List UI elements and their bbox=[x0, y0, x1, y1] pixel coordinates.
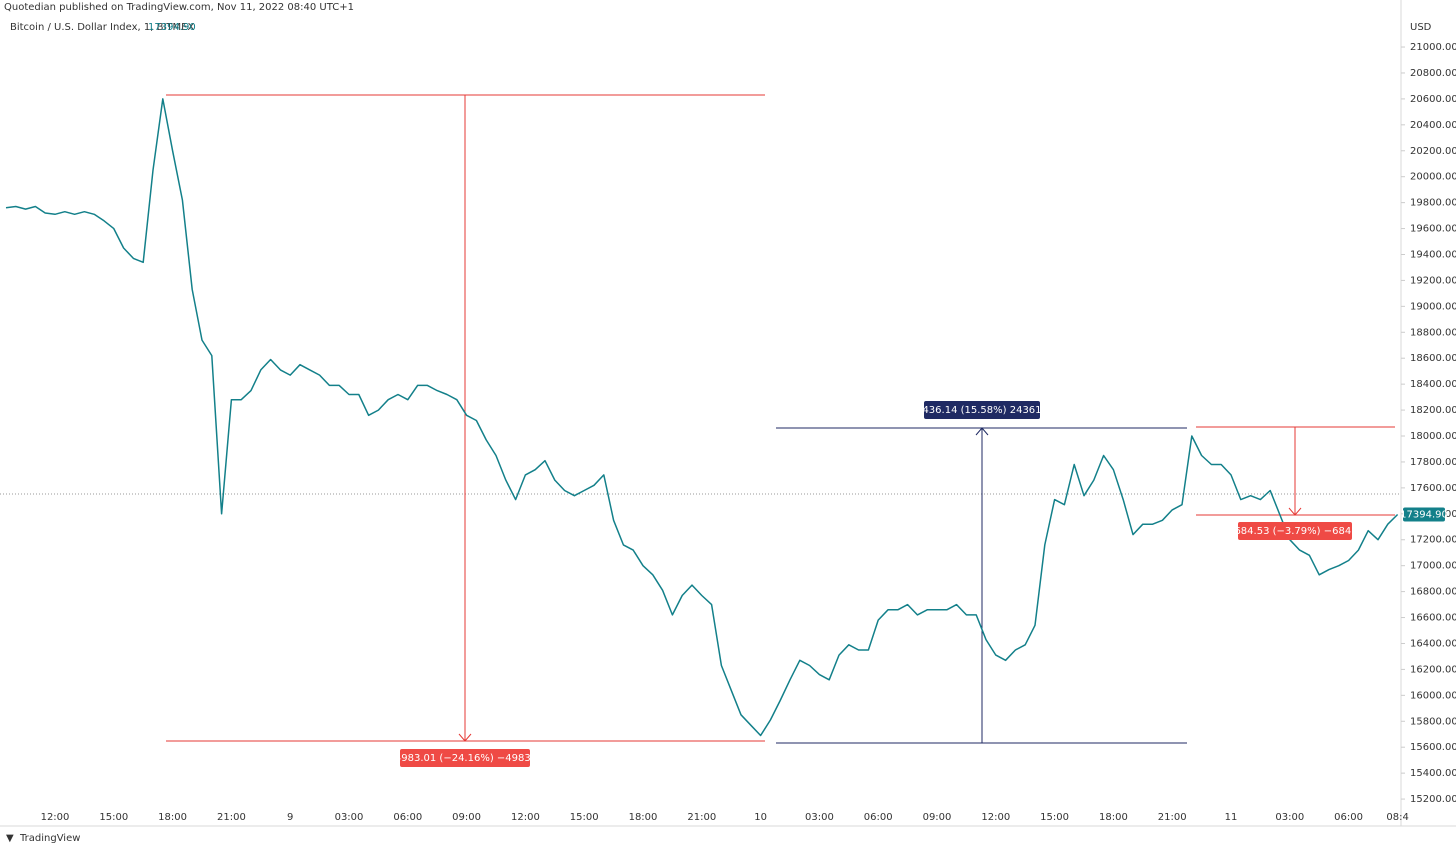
y-tick-label: 19600.00 bbox=[1410, 224, 1456, 235]
x-tick-label: 18:00 bbox=[629, 812, 658, 823]
y-tick-label: 18000.00 bbox=[1410, 431, 1456, 442]
measure-label: 2436.14 (15.58%) 243614 bbox=[916, 405, 1048, 416]
x-tick-label: 15:00 bbox=[99, 812, 128, 823]
y-tick-label: 18400.00 bbox=[1410, 379, 1456, 390]
brand-logo: ▼ bbox=[6, 833, 14, 844]
y-tick-label: 20800.00 bbox=[1410, 68, 1456, 79]
measure-label: −684.53 (−3.79%) −68453 bbox=[1226, 526, 1364, 537]
x-tick-label: 06:00 bbox=[393, 812, 422, 823]
x-tick-label: 12:00 bbox=[511, 812, 540, 823]
x-tick-label: 10 bbox=[754, 812, 767, 823]
x-tick-label: 15:00 bbox=[1040, 812, 1069, 823]
x-tick-label: 08:4 bbox=[1386, 812, 1408, 823]
x-tick-label: 03:00 bbox=[335, 812, 364, 823]
y-tick-label: 16200.00 bbox=[1410, 664, 1456, 675]
y-tick-label: 21000.00 bbox=[1410, 42, 1456, 53]
y-tick-label: 15600.00 bbox=[1410, 742, 1456, 753]
measure-rise: 2436.14 (15.58%) 243614 bbox=[776, 401, 1187, 744]
publisher-note: Quotedian published on TradingView.com, … bbox=[4, 2, 354, 13]
y-tick-label: 17000.00 bbox=[1410, 561, 1456, 572]
y-tick-label: 16400.00 bbox=[1410, 638, 1456, 649]
measure-small-drop bbox=[1196, 426, 1395, 516]
price-line bbox=[5, 98, 1399, 737]
y-tick-label: 19400.00 bbox=[1410, 249, 1456, 260]
y-tick-label: 15400.00 bbox=[1410, 768, 1456, 779]
y-tick-label: 19800.00 bbox=[1410, 198, 1456, 209]
x-tick-label: 06:00 bbox=[1334, 812, 1363, 823]
y-tick-label: 18200.00 bbox=[1410, 405, 1456, 416]
y-tick-label: 16800.00 bbox=[1410, 587, 1456, 598]
x-tick-label: 12:00 bbox=[41, 812, 70, 823]
y-tick-label: 17800.00 bbox=[1410, 457, 1456, 468]
measure-drop: −4983.01 (−24.16%) −498301 bbox=[166, 94, 765, 767]
measure-arrow bbox=[1288, 507, 1302, 516]
x-tick-label: 21:00 bbox=[217, 812, 246, 823]
x-tick-label: 03:00 bbox=[805, 812, 834, 823]
x-tick-label: 03:00 bbox=[1275, 812, 1304, 823]
symbol-title: Bitcoin / U.S. Dollar Index, 1, BITMEX bbox=[10, 22, 194, 33]
x-tick-label: 9 bbox=[287, 812, 293, 823]
y-tick-label: 15800.00 bbox=[1410, 716, 1456, 727]
y-tick-label: 19200.00 bbox=[1410, 275, 1456, 286]
measure-arrow bbox=[975, 427, 989, 436]
y-tick-label: 16000.00 bbox=[1410, 690, 1456, 701]
small-drop-label: −684.53 (−3.79%) −68453 bbox=[1226, 522, 1364, 540]
x-tick-label: 18:00 bbox=[1099, 812, 1128, 823]
measure-label-box bbox=[400, 749, 530, 767]
last-price-label: 17394.90 bbox=[1400, 509, 1448, 520]
x-tick-label: 09:00 bbox=[923, 812, 952, 823]
last-price-box bbox=[1403, 507, 1445, 522]
y-tick-label: 19000.00 bbox=[1410, 301, 1456, 312]
y-tick-label: 20600.00 bbox=[1410, 94, 1456, 105]
y-tick-label: 16600.00 bbox=[1410, 613, 1456, 624]
measure-label-box bbox=[1238, 522, 1352, 540]
x-tick-label: 21:00 bbox=[1158, 812, 1187, 823]
y-tick-label: 18600.00 bbox=[1410, 353, 1456, 364]
measure-label-box bbox=[924, 401, 1040, 419]
y-tick-label: 20400.00 bbox=[1410, 120, 1456, 131]
y-tick-label: 17200.00 bbox=[1410, 535, 1456, 546]
y-tick-label: 15200.00 bbox=[1410, 794, 1456, 805]
y-tick-label: 18800.00 bbox=[1410, 327, 1456, 338]
x-tick-label: 12:00 bbox=[981, 812, 1010, 823]
x-tick-label: 21:00 bbox=[687, 812, 716, 823]
x-tick-label: 15:00 bbox=[570, 812, 599, 823]
y-tick-label: 20000.00 bbox=[1410, 172, 1456, 183]
x-tick-label: 09:00 bbox=[452, 812, 481, 823]
y-tick-label: 20200.00 bbox=[1410, 146, 1456, 157]
brand: TradingView bbox=[19, 833, 80, 844]
x-tick-label: 11 bbox=[1225, 812, 1238, 823]
measure-label: −4983.01 (−24.16%) −498301 bbox=[387, 753, 544, 764]
header-last-price: 17394.90 bbox=[148, 22, 196, 33]
x-tick-label: 18:00 bbox=[158, 812, 187, 823]
measure-arrow bbox=[458, 733, 472, 742]
currency: USD bbox=[1410, 22, 1432, 33]
x-tick-label: 06:00 bbox=[864, 812, 893, 823]
y-tick-label: 17600.00 bbox=[1410, 483, 1456, 494]
plot-area bbox=[5, 98, 1399, 737]
